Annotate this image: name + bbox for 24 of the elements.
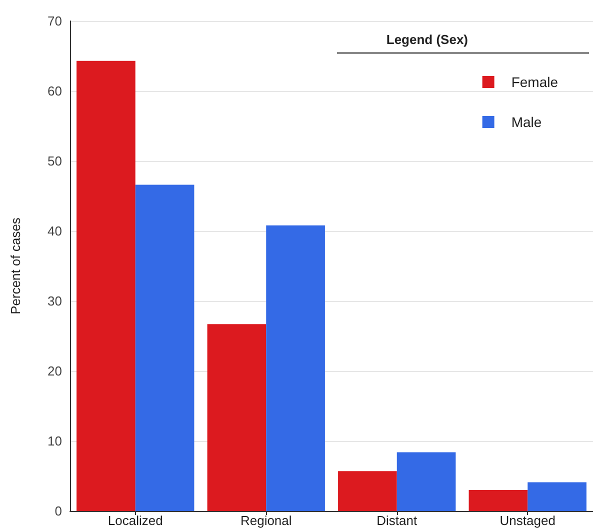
y-tick-label: 50 bbox=[48, 154, 62, 168]
y-axis-title: Percent of cases bbox=[8, 217, 23, 314]
y-tick-label: 30 bbox=[48, 294, 62, 308]
bar bbox=[76, 60, 136, 511]
x-tick-label: Localized bbox=[108, 513, 163, 528]
y-tick-label: 20 bbox=[48, 364, 62, 378]
legend-label: Male bbox=[511, 114, 542, 130]
y-tick-label: 60 bbox=[48, 84, 62, 98]
bar bbox=[528, 482, 586, 511]
x-tick-label: Unstaged bbox=[500, 513, 556, 528]
legend-title: Legend (Sex) bbox=[386, 32, 468, 47]
bar bbox=[468, 490, 528, 511]
bar bbox=[135, 184, 194, 511]
bar bbox=[266, 225, 325, 511]
bar bbox=[396, 452, 456, 511]
y-tick-label: 0 bbox=[54, 504, 62, 518]
bar bbox=[338, 471, 397, 511]
y-tick-label: 10 bbox=[48, 434, 62, 448]
y-tick-label: 70 bbox=[48, 14, 62, 28]
x-tick-label: Distant bbox=[376, 513, 418, 528]
bar bbox=[207, 324, 266, 511]
legend-label: Female bbox=[511, 74, 558, 90]
y-tick-label: 40 bbox=[48, 224, 62, 238]
x-tick-label: Regional bbox=[240, 513, 292, 528]
